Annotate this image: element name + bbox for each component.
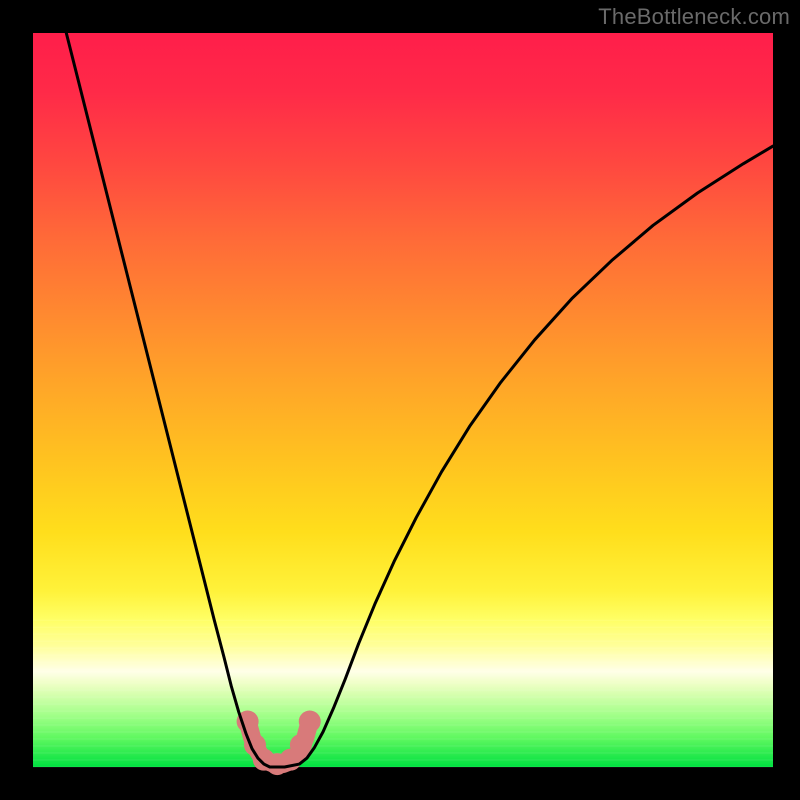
chart-svg [33, 33, 773, 767]
bottom-lines-group [33, 620, 773, 767]
bump-dot [299, 710, 321, 732]
plot-area [33, 33, 773, 767]
main-curve-path [66, 33, 773, 767]
watermark-text: TheBottleneck.com [598, 4, 790, 30]
bump-dot [290, 734, 312, 756]
